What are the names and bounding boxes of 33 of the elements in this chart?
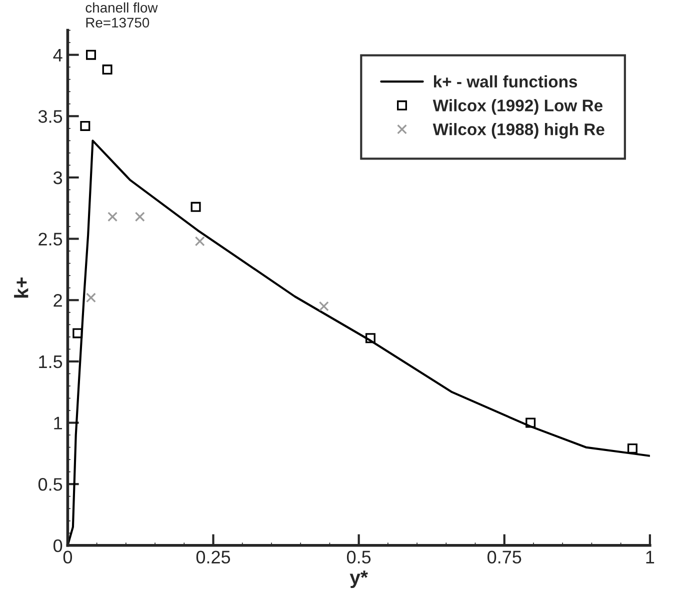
- point: [526, 418, 536, 428]
- y-axis-title: k+: [14, 278, 28, 298]
- x-tick-label: 0.75: [488, 550, 522, 564]
- text: chanell flow Re=13750: [86, 2, 158, 28]
- y-tick-label: 3.5: [38, 110, 62, 123]
- point: [627, 444, 638, 454]
- point: [72, 328, 83, 338]
- x-axis-title: y*: [350, 570, 368, 588]
- point: [365, 333, 376, 344]
- y-tick-label: 4: [53, 48, 62, 62]
- y-tick-label: 2.5: [38, 232, 62, 246]
- y-tick-label: 0.5: [38, 478, 62, 491]
- point: [80, 120, 90, 131]
- legend-label: k+ - wall functions: [434, 75, 578, 88]
- point: [318, 301, 329, 312]
- point: [108, 212, 118, 222]
- x-tick-label: 0.25: [196, 550, 230, 564]
- x-tick-label: 0: [63, 550, 72, 564]
- point: [86, 292, 96, 303]
- legend-label: Wilcox (1988) high Re: [432, 123, 604, 139]
- y-tick-label: 0: [54, 539, 62, 552]
- point: [134, 212, 145, 222]
- x-tick-label: 1: [646, 550, 654, 564]
- y-tick-label: 3: [53, 171, 62, 184]
- point: [190, 202, 201, 212]
- point: [86, 50, 96, 60]
- y-tick-label: 2: [54, 294, 62, 307]
- y-tick-label: 1.5: [39, 356, 62, 368]
- point: [194, 236, 205, 246]
- legend-label: Wilcox (1992) Low Re: [432, 99, 603, 115]
- point: [102, 64, 112, 75]
- x-tick-label: 0.5: [346, 550, 371, 564]
- y-tick-label: 1: [54, 416, 62, 430]
